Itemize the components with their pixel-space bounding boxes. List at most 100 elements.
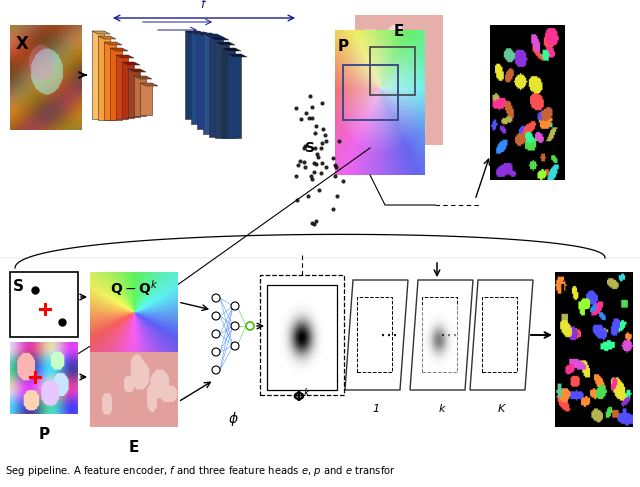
Circle shape [212, 366, 220, 374]
Text: $\mathbf{E}$: $\mathbf{E}$ [129, 439, 140, 455]
Point [330, 172, 340, 180]
Polygon shape [122, 62, 134, 118]
Polygon shape [221, 48, 235, 138]
Point [314, 186, 324, 194]
Polygon shape [215, 42, 235, 45]
Text: Seg pipeline. A feature encoder, $f$ and three feature heads $e$, $p$ and $e$ tr: Seg pipeline. A feature encoder, $f$ and… [5, 464, 396, 478]
Polygon shape [128, 69, 140, 117]
Point [310, 160, 321, 168]
Bar [422, 297, 457, 372]
Point [311, 217, 321, 225]
Circle shape [231, 322, 239, 330]
Point [307, 114, 317, 122]
Point [312, 150, 322, 158]
Bar [482, 297, 517, 372]
Point [309, 159, 319, 167]
Point [301, 109, 311, 116]
Point [296, 115, 306, 123]
Text: 1: 1 [373, 404, 380, 414]
Text: K: K [498, 404, 505, 414]
Text: $\mathbf{P}$: $\mathbf{P}$ [38, 426, 51, 442]
Circle shape [231, 342, 239, 350]
Bar [357, 297, 392, 372]
Polygon shape [203, 34, 217, 134]
Polygon shape [227, 54, 247, 57]
Point [316, 169, 326, 176]
Point [310, 129, 320, 137]
Polygon shape [104, 42, 116, 120]
Polygon shape [227, 54, 241, 138]
Polygon shape [122, 62, 140, 65]
Point [317, 99, 328, 107]
Text: $\mathbf{X}$: $\mathbf{X}$ [15, 35, 29, 53]
Text: $\hat{\mathbf{L}}$: $\hat{\mathbf{L}}$ [559, 278, 570, 300]
Point [316, 145, 326, 152]
Polygon shape [140, 83, 152, 115]
Point [311, 122, 321, 130]
Circle shape [212, 294, 220, 302]
Point [309, 220, 319, 228]
Bar [343, 65, 398, 120]
Bar [370, 47, 415, 95]
Point [337, 177, 348, 185]
Point [331, 163, 341, 171]
Polygon shape [410, 280, 473, 390]
Text: $\mathbf{S}$: $\mathbf{S}$ [304, 141, 315, 155]
Polygon shape [345, 280, 408, 390]
Point [317, 159, 327, 167]
Point [291, 172, 301, 180]
Point [305, 92, 315, 99]
Circle shape [212, 312, 220, 320]
Bar [267, 285, 337, 390]
Point [303, 192, 314, 200]
Point [320, 131, 330, 139]
Point [299, 145, 309, 152]
Polygon shape [104, 42, 122, 45]
Polygon shape [191, 32, 205, 124]
Text: $\mathbf{S}$: $\mathbf{S}$ [12, 278, 24, 294]
Text: k: k [438, 404, 445, 414]
Circle shape [231, 302, 239, 310]
Point [328, 154, 339, 162]
Bar [260, 275, 344, 395]
Point [307, 103, 317, 111]
Point [309, 169, 319, 176]
Point [307, 175, 317, 183]
Polygon shape [221, 48, 241, 51]
Point [318, 126, 328, 133]
Point [291, 104, 301, 112]
Point [300, 143, 310, 150]
Point [295, 157, 305, 165]
Point [321, 164, 332, 171]
Text: $\phi$: $\phi$ [228, 410, 238, 428]
Text: $\cdots$: $\cdots$ [439, 326, 457, 344]
Polygon shape [134, 76, 146, 116]
Polygon shape [110, 48, 128, 51]
Polygon shape [98, 36, 116, 39]
Point [307, 219, 317, 226]
Point [300, 163, 310, 171]
Polygon shape [92, 31, 110, 34]
Polygon shape [197, 33, 217, 36]
Polygon shape [92, 31, 104, 119]
Polygon shape [116, 55, 128, 119]
Polygon shape [110, 48, 122, 120]
Polygon shape [209, 37, 229, 40]
Point [330, 161, 340, 169]
Polygon shape [140, 83, 158, 86]
Polygon shape [215, 42, 229, 138]
Text: $\cdots$: $\cdots$ [379, 326, 397, 344]
Circle shape [246, 322, 254, 330]
Point [332, 192, 342, 200]
Point [300, 158, 310, 166]
Point [321, 137, 332, 145]
Text: $\mathbf{Q} - \mathbf{Q}^k$: $\mathbf{Q} - \mathbf{Q}^k$ [109, 278, 158, 298]
Text: $\mathbf{\Phi}^k$: $\mathbf{\Phi}^k$ [292, 387, 312, 405]
Polygon shape [128, 69, 146, 72]
Point [333, 137, 344, 145]
Polygon shape [98, 36, 110, 120]
Text: $\mathbf{P}$: $\mathbf{P}$ [337, 38, 349, 54]
Point [328, 206, 338, 213]
Text: $f$: $f$ [200, 0, 208, 11]
Point [303, 114, 314, 122]
